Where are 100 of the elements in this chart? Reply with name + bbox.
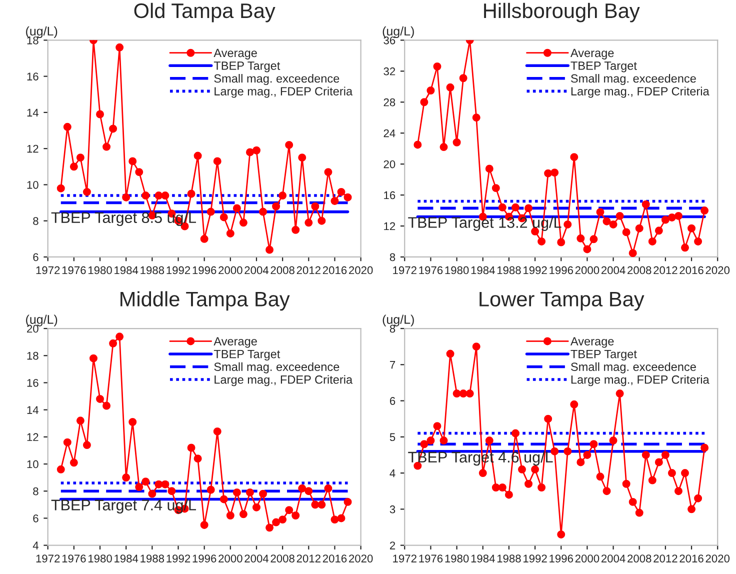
point bbox=[459, 74, 468, 82]
point bbox=[259, 208, 267, 216]
y-tick-label: 36 bbox=[384, 36, 396, 44]
point bbox=[56, 465, 65, 474]
x-tick-label: 1988 bbox=[497, 554, 521, 562]
point bbox=[272, 518, 280, 526]
point bbox=[324, 484, 332, 492]
point bbox=[654, 458, 663, 466]
point bbox=[414, 140, 422, 149]
legend-label: TBEP Target bbox=[570, 62, 637, 72]
x-tick-label: 2012 bbox=[296, 554, 320, 562]
point bbox=[420, 440, 428, 448]
point bbox=[330, 196, 339, 205]
point bbox=[694, 237, 702, 246]
point bbox=[318, 500, 326, 509]
legend-label: TBEP Target bbox=[214, 62, 280, 72]
y-tick-label: 12 bbox=[27, 144, 38, 153]
x-tick-label: 2016 bbox=[680, 266, 704, 274]
point bbox=[570, 153, 578, 162]
y-tick-label: 6 bbox=[33, 514, 38, 522]
point bbox=[128, 157, 137, 166]
point bbox=[511, 203, 520, 212]
y-tick-label: 8 bbox=[33, 217, 38, 225]
point bbox=[116, 332, 124, 341]
point bbox=[246, 488, 254, 496]
point bbox=[206, 486, 215, 494]
point bbox=[550, 168, 559, 177]
x-tick-label: 2012 bbox=[296, 266, 320, 274]
point bbox=[292, 226, 300, 234]
point bbox=[518, 465, 526, 474]
point bbox=[154, 480, 163, 488]
x-tick-label: 1972 bbox=[36, 554, 60, 562]
legend-label: Average bbox=[570, 337, 614, 348]
y-tick-label: 2 bbox=[390, 542, 396, 550]
point bbox=[252, 146, 260, 154]
y-axis-title: (ug/L) bbox=[26, 26, 58, 38]
point bbox=[557, 530, 566, 538]
x-tick-label: 1992 bbox=[166, 554, 190, 562]
point bbox=[440, 143, 448, 152]
point bbox=[694, 494, 702, 502]
point bbox=[628, 498, 637, 506]
y-tick-label: 16 bbox=[384, 191, 396, 200]
point bbox=[194, 454, 202, 463]
legend-label: Small mag. exceedence bbox=[214, 362, 340, 374]
point bbox=[538, 237, 546, 246]
point bbox=[440, 436, 448, 445]
y-tick-label: 4 bbox=[32, 542, 38, 550]
point bbox=[602, 217, 611, 226]
y-tick-label: 28 bbox=[384, 98, 396, 106]
point bbox=[252, 503, 260, 512]
x-tick-label: 1996 bbox=[550, 554, 573, 562]
y-tick-label: 16 bbox=[27, 378, 38, 387]
x-tick-label: 1980 bbox=[445, 554, 469, 562]
x-tick-label: 1976 bbox=[419, 266, 443, 274]
point bbox=[232, 204, 241, 212]
point bbox=[304, 487, 313, 496]
y-tick-label: 20 bbox=[27, 324, 38, 333]
point bbox=[433, 422, 442, 430]
x-tick-label: 1976 bbox=[62, 554, 86, 562]
point bbox=[206, 208, 215, 216]
point bbox=[135, 168, 144, 176]
point bbox=[122, 474, 130, 482]
chart-title: Hillsborough Bay bbox=[484, 2, 640, 22]
x-tick-label: 2020 bbox=[706, 554, 730, 562]
legend-label: TBEP Target bbox=[570, 350, 637, 361]
x-tick-label: 1984 bbox=[114, 266, 138, 274]
x-tick-label: 2008 bbox=[270, 554, 294, 562]
point bbox=[642, 200, 650, 208]
point bbox=[668, 469, 676, 478]
y-tick-label: 5 bbox=[390, 433, 396, 442]
point bbox=[220, 495, 228, 504]
chart-title: Old Tampa Bay bbox=[134, 2, 276, 22]
legend-label: Large mag., FDEP Criteria bbox=[571, 86, 710, 98]
x-tick-label: 1980 bbox=[445, 266, 469, 274]
point bbox=[337, 514, 346, 522]
legend-label: Small mag. exceedence bbox=[570, 74, 696, 85]
point bbox=[609, 220, 618, 228]
point bbox=[635, 508, 644, 517]
point bbox=[616, 390, 624, 398]
point bbox=[109, 124, 118, 133]
x-tick-label: 1976 bbox=[62, 266, 86, 274]
x-tick-label: 1996 bbox=[192, 554, 216, 562]
point bbox=[109, 339, 118, 348]
point bbox=[213, 427, 222, 436]
point bbox=[63, 438, 72, 446]
point bbox=[161, 480, 170, 488]
point bbox=[642, 450, 650, 459]
x-tick-label: 1980 bbox=[88, 266, 112, 274]
point bbox=[154, 192, 163, 200]
point bbox=[433, 62, 442, 70]
x-tick-label: 1992 bbox=[166, 266, 190, 274]
point bbox=[616, 212, 624, 220]
point bbox=[102, 402, 111, 410]
x-tick-label: 2004 bbox=[601, 266, 626, 274]
x-tick-label: 1988 bbox=[140, 554, 164, 562]
y-tick-label: 24 bbox=[384, 129, 396, 138]
point bbox=[654, 226, 663, 235]
point bbox=[570, 400, 578, 408]
y-tick-label: 18 bbox=[27, 36, 38, 44]
x-tick-label: 1984 bbox=[471, 266, 495, 274]
